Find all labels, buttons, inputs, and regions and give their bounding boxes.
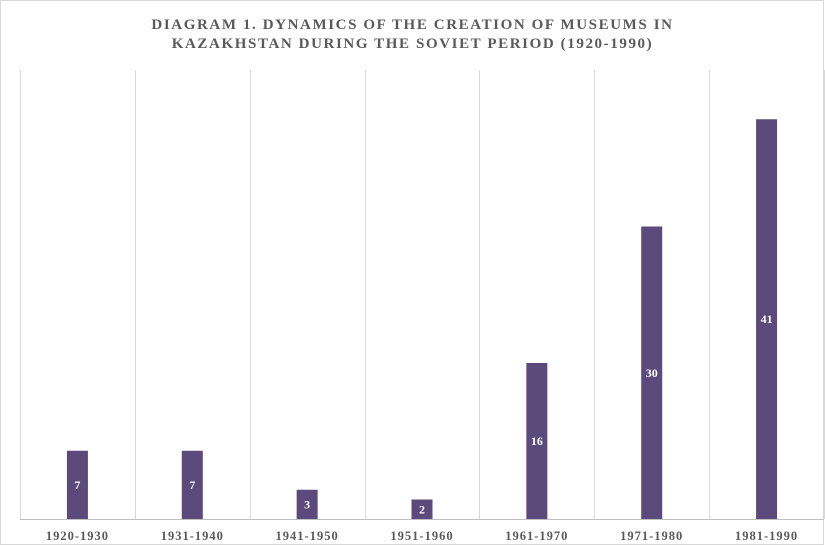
x-tick-label-1971-1980: 1971-1980 (620, 529, 683, 543)
x-tick-label-1931-1940: 1931-1940 (161, 529, 224, 543)
bar-1971-1980 (641, 226, 663, 519)
data-label-1981-1990: 41 (761, 312, 773, 326)
data-label-1931-1940: 7 (189, 478, 195, 492)
x-tick-label-1951-1960: 1951-1960 (390, 529, 453, 543)
data-label-1961-1970: 16 (531, 434, 543, 448)
data-label-1941-1950: 3 (304, 497, 310, 511)
x-tick-label-1981-1990: 1981-1990 (735, 529, 798, 543)
bar-1931-1940 (181, 450, 203, 519)
data-label-1971-1980: 30 (646, 366, 658, 380)
x-tick-label-1961-1970: 1961-1970 (505, 529, 568, 543)
chart-title-line-1: DIAGRAM 1. DYNAMICS OF THE CREATION OF M… (151, 17, 674, 33)
bar-1951-1960 (411, 499, 433, 519)
x-tick-label-1920-1930: 1920-1930 (46, 529, 109, 543)
data-label-1920-1930: 7 (74, 478, 80, 492)
bar-1961-1970 (526, 363, 548, 519)
bar-1941-1950 (296, 489, 318, 519)
chart-title-line-2: KAZAKHSTAN DURING THE SOVIET PERIOD (192… (171, 36, 654, 52)
x-tick-label-1941-1950: 1941-1950 (276, 529, 339, 543)
data-label-1951-1960: 2 (419, 502, 425, 516)
chart-title: DIAGRAM 1. DYNAMICS OF THE CREATION OF M… (0, 16, 825, 54)
bar-1981-1990 (756, 119, 778, 519)
bar-1920-1930 (66, 450, 88, 519)
